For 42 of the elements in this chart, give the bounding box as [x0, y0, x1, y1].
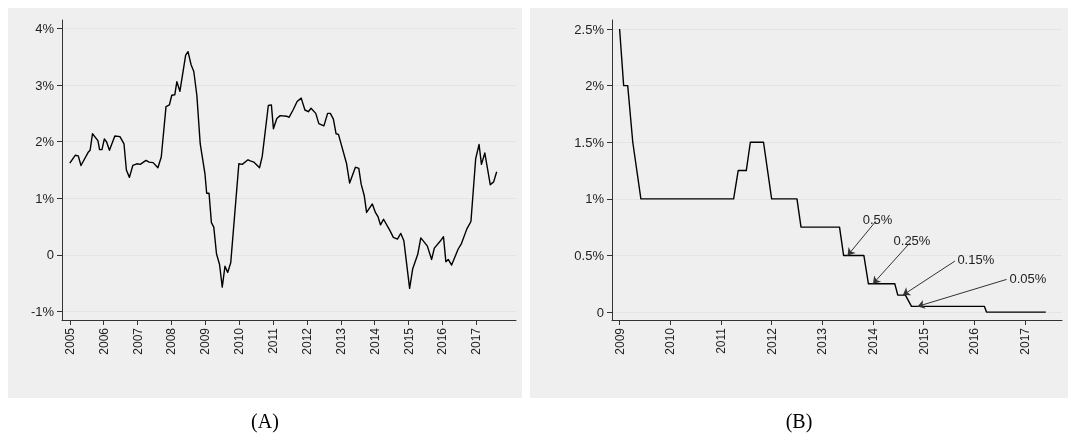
x-tick-label: 2010	[232, 327, 247, 355]
annotation: 0.15%	[957, 251, 995, 267]
x-tick-label: 2013	[333, 327, 348, 355]
x-tick-label: 2015	[401, 327, 416, 355]
x-tick-label: 2009	[198, 327, 213, 355]
line-series	[69, 51, 498, 289]
x-tick-label: 2007	[130, 327, 145, 355]
y-tick-label: 3%	[35, 77, 55, 93]
x-tick-label: 2016	[967, 327, 982, 355]
x-tick-label: 2008	[164, 327, 179, 355]
x-tick-label: 2012	[299, 327, 314, 355]
annotation: 0.05%	[1009, 271, 1047, 287]
y-tick-label: 2.5%	[574, 21, 605, 37]
y-tick-label: 0.5%	[574, 247, 605, 263]
x-tick-label: 2009	[612, 327, 627, 355]
x-tick-label: 2012	[764, 327, 779, 355]
y-tick-label: -1%	[30, 304, 55, 320]
y-tick-label: 1%	[35, 190, 55, 206]
y-tick-label: 1.5%	[574, 134, 605, 150]
x-tick-label: 2013	[815, 327, 830, 355]
y-tick-label: 2%	[585, 78, 605, 94]
annotation: 0.5%	[862, 211, 893, 227]
x-tick-label: 2014	[865, 327, 880, 355]
y-tick-label: 1%	[585, 191, 605, 207]
x-tick-label: 2015	[916, 327, 931, 355]
x-tick-label: 2011	[266, 327, 281, 354]
x-tick-label: 2017	[1018, 327, 1033, 355]
y-tick-label: 2%	[35, 134, 55, 150]
x-tick-label: 2017	[469, 327, 484, 355]
line-series	[618, 28, 1047, 313]
x-tick-label: 2005	[62, 327, 77, 355]
y-tick-label: 0	[46, 247, 54, 263]
x-tick-label: 2010	[663, 327, 678, 355]
x-tick-label: 2006	[96, 327, 111, 355]
x-tick-label: 2014	[367, 327, 382, 355]
text: (B)	[784, 410, 814, 433]
y-tick-label: 4%	[35, 20, 55, 36]
x-tick-label: 2011	[713, 327, 728, 354]
y-tick-label: 0	[596, 304, 604, 320]
x-tick-label: 2016	[435, 327, 450, 355]
text: (A)	[250, 410, 280, 433]
annotation: 0.25%	[893, 233, 931, 249]
